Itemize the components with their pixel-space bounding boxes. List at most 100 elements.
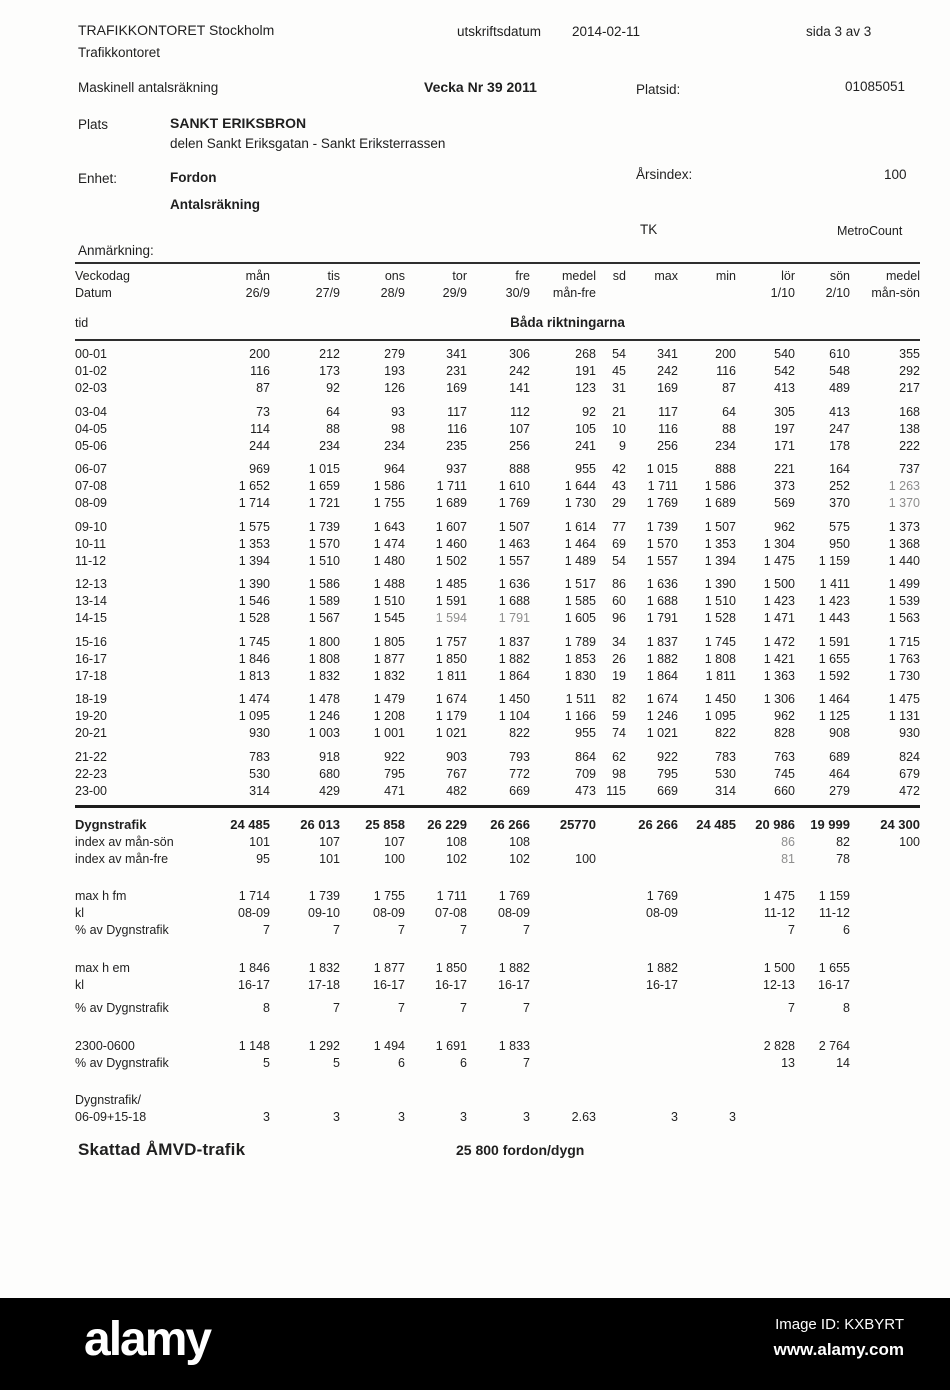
table-cell: 1 745 bbox=[704, 634, 736, 649]
table-cell: 169 bbox=[657, 381, 678, 395]
table-cell: % av Dygnstrafik bbox=[75, 1001, 169, 1015]
table-cell: 241 bbox=[575, 438, 596, 453]
table-cell bbox=[530, 833, 596, 850]
table-cell bbox=[678, 850, 736, 867]
table-row: 06-09+15-18 3 3 3 3 3 2.63 3 3 bbox=[75, 1109, 920, 1126]
column-header: 29/9 bbox=[442, 286, 467, 300]
table-cell: 1 691 bbox=[435, 1038, 467, 1053]
alamy-url: www.alamy.com bbox=[773, 1340, 904, 1359]
platsid-label: Platsid: bbox=[636, 82, 681, 97]
table-cell: 1 131 bbox=[888, 709, 920, 723]
table-cell: 242 bbox=[657, 364, 678, 378]
table-cell bbox=[596, 867, 626, 905]
table-cell: 1 488 bbox=[373, 577, 405, 591]
table-row: max h em 1 846 1 832 1 877 1 850 1 882 1 882 1 … bbox=[75, 939, 920, 977]
table-cell: 1 563 bbox=[888, 611, 920, 625]
table-cell: 1 394 bbox=[238, 553, 270, 568]
table-cell: 783 bbox=[249, 749, 270, 764]
table-cell bbox=[530, 867, 596, 905]
table-cell bbox=[596, 850, 626, 867]
table-cell: 1 882 bbox=[498, 960, 530, 975]
table-cell: 1 246 bbox=[308, 709, 340, 723]
table-cell: 3 bbox=[333, 1110, 340, 1124]
table-cell: 16-17 bbox=[498, 977, 530, 992]
table-cell: 1 475 bbox=[763, 889, 795, 903]
table-cell: 429 bbox=[319, 783, 340, 798]
table-cell bbox=[530, 1054, 596, 1071]
table-cell: 12-13 bbox=[763, 977, 795, 992]
table-cell bbox=[850, 905, 920, 922]
table-cell: 45 bbox=[612, 364, 626, 378]
table-row: 00-01 200 212 279 341 306 268 54 341 200 540 610 355 bbox=[75, 340, 920, 363]
table-cell: 1 714 bbox=[238, 496, 270, 510]
table-cell: 1 655 bbox=[818, 960, 850, 975]
table-cell: 31 bbox=[612, 381, 626, 395]
alamy-logo: alamy bbox=[84, 1313, 212, 1366]
table-cell: 02-03 bbox=[75, 381, 107, 395]
plats-detail: delen Sankt Eriksgatan - Sankt Eriksterr… bbox=[170, 136, 446, 151]
table-cell: 221 bbox=[774, 462, 795, 476]
table-cell: 279 bbox=[384, 347, 405, 361]
table-cell: 09-10 bbox=[308, 906, 340, 920]
table-cell: 1 730 bbox=[564, 496, 596, 510]
amvd-value: 25 800 fordon/dygn bbox=[456, 1141, 585, 1158]
table-row: index av mån-sön 101 107 107 108 108 86 82 100 bbox=[75, 833, 920, 850]
table-cell: 1 575 bbox=[238, 519, 270, 534]
table-cell: 1 511 bbox=[565, 692, 596, 706]
table-cell: 1 148 bbox=[238, 1038, 270, 1053]
table-cell: 1 095 bbox=[238, 709, 270, 723]
table-cell bbox=[678, 1017, 736, 1055]
table-row: 07-08 1 652 1 659 1 586 1 711 1 610 1 644 43 1 7… bbox=[75, 478, 920, 495]
table-cell bbox=[596, 922, 626, 939]
column-header: min bbox=[678, 262, 736, 285]
report-header: TRAFIKKONTORET Stockholm utskriftsdatum … bbox=[0, 0, 950, 262]
table-cell: 1 373 bbox=[888, 519, 920, 534]
table-cell: 1 363 bbox=[763, 668, 795, 683]
table-cell bbox=[850, 922, 920, 939]
table-cell: 9 bbox=[619, 438, 626, 453]
column-header: 28/9 bbox=[380, 286, 405, 300]
table-cell: 709 bbox=[575, 766, 596, 781]
table-row: 11-12 1 394 1 510 1 480 1 502 1 557 1 489 54 1 5… bbox=[75, 552, 920, 569]
table-cell: 1 594 bbox=[435, 611, 467, 625]
table-cell: 08-09 bbox=[373, 906, 405, 920]
table-cell: 1 864 bbox=[646, 668, 678, 683]
table-cell: 244 bbox=[249, 438, 270, 453]
table-cell: 1 643 bbox=[373, 519, 405, 534]
table-cell: 1 833 bbox=[498, 1038, 530, 1053]
table-cell: 24 485 bbox=[230, 816, 270, 832]
table-cell: 1 763 bbox=[888, 651, 920, 666]
table-cell: 783 bbox=[715, 749, 736, 764]
table-cell: 1 450 bbox=[704, 692, 736, 706]
table-cell: 930 bbox=[249, 726, 270, 740]
table-cell: 542 bbox=[774, 364, 795, 378]
table-cell: 234 bbox=[715, 438, 736, 453]
table-cell: 1 489 bbox=[564, 553, 596, 568]
table-cell: 13-14 bbox=[75, 594, 107, 608]
table-cell: 3 bbox=[398, 1110, 405, 1124]
table-cell: 1 805 bbox=[373, 634, 405, 649]
table-cell: 1 166 bbox=[564, 709, 596, 723]
table-cell: 1 370 bbox=[888, 496, 920, 510]
table-cell: 1 769 bbox=[646, 496, 678, 510]
table-cell: 7 bbox=[523, 1055, 530, 1070]
table-cell: 8 bbox=[843, 1001, 850, 1015]
table-cell: 1 721 bbox=[308, 496, 340, 510]
table-cell: 24 485 bbox=[696, 816, 736, 832]
table-row: 08-09 1 714 1 721 1 755 1 689 1 769 1 730 29 1 7… bbox=[75, 495, 920, 512]
table-cell: 256 bbox=[509, 438, 530, 453]
table-header: Veckodag mån tis ons tor fre medel sd max min lör s… bbox=[75, 262, 920, 341]
table-cell: 822 bbox=[715, 726, 736, 740]
table-cell: 540 bbox=[774, 347, 795, 361]
table-cell: 1 877 bbox=[373, 651, 405, 666]
table-cell: 247 bbox=[829, 421, 850, 436]
table-cell: 1 711 bbox=[436, 479, 467, 493]
table-cell: 1 474 bbox=[373, 536, 405, 551]
table-cell: 1 570 bbox=[308, 536, 340, 551]
table-cell: 1 464 bbox=[564, 536, 596, 551]
table-cell: 1 791 bbox=[646, 611, 678, 625]
table-cell: 98 bbox=[391, 421, 405, 436]
table-cell: 1 591 bbox=[435, 594, 467, 608]
table-cell: 1 636 bbox=[498, 577, 530, 591]
table-cell: 59 bbox=[612, 709, 626, 723]
